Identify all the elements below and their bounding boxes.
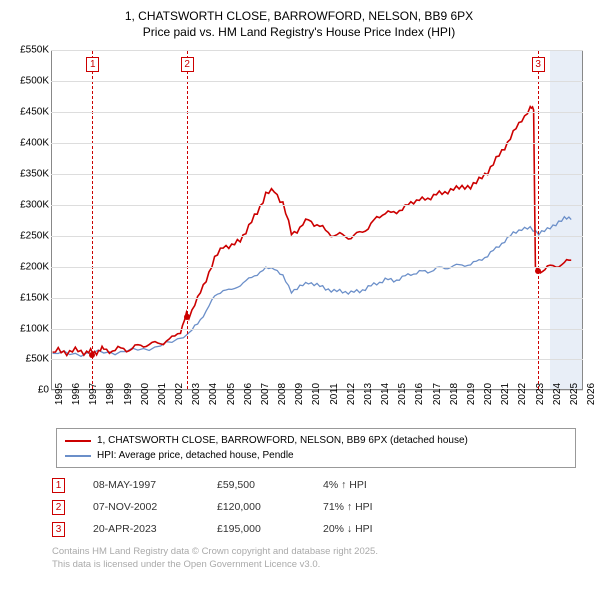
y-axis-label: £100K xyxy=(9,323,49,334)
marker-dot xyxy=(89,352,95,358)
x-axis-label: 2022 xyxy=(517,383,528,405)
event-marker: 1 xyxy=(52,478,65,493)
x-axis-label: 2002 xyxy=(174,383,185,405)
x-axis-label: 2008 xyxy=(277,383,288,405)
marker-label: 2 xyxy=(181,57,194,72)
gridline xyxy=(51,112,583,113)
y-axis-label: £200K xyxy=(9,261,49,272)
event-price: £195,000 xyxy=(217,523,295,535)
x-axis-label: 2025 xyxy=(569,383,580,405)
legend-label-hpi: HPI: Average price, detached house, Pend… xyxy=(97,448,294,463)
x-axis-label: 2005 xyxy=(226,383,237,405)
x-axis-label: 1995 xyxy=(54,383,65,405)
event-row: 3 20-APR-2023 £195,000 20% ↓ HPI xyxy=(52,518,590,540)
marker-line xyxy=(187,51,188,389)
events-table: 1 08-MAY-1997 £59,500 4% ↑ HPI 2 07-NOV-2002 £… xyxy=(52,474,590,540)
x-axis-label: 1998 xyxy=(105,383,116,405)
title-address: 1, CHATSWORTH CLOSE, BARROWFORD, NELSON,… xyxy=(8,8,590,24)
event-marker: 3 xyxy=(52,522,65,537)
legend-swatch-property xyxy=(65,440,91,442)
x-axis-label: 1997 xyxy=(88,383,99,405)
x-axis-label: 2006 xyxy=(243,383,254,405)
y-axis-label: £550K xyxy=(9,45,49,56)
legend-row-property: 1, CHATSWORTH CLOSE, BARROWFORD, NELSON,… xyxy=(65,433,567,448)
x-axis-label: 2001 xyxy=(157,383,168,405)
attribution-line1: Contains HM Land Registry data © Crown c… xyxy=(52,546,590,558)
legend-swatch-hpi xyxy=(65,455,91,457)
x-axis-label: 2009 xyxy=(294,383,305,405)
marker-line xyxy=(538,51,539,389)
y-axis-label: £300K xyxy=(9,199,49,210)
line-series xyxy=(52,51,582,389)
legend: 1, CHATSWORTH CLOSE, BARROWFORD, NELSON,… xyxy=(56,428,576,468)
legend-label-property: 1, CHATSWORTH CLOSE, BARROWFORD, NELSON,… xyxy=(97,433,468,448)
x-axis-label: 2017 xyxy=(432,383,443,405)
x-axis-label: 2024 xyxy=(552,383,563,405)
attribution-line2: This data is licensed under the Open Gov… xyxy=(52,559,590,571)
series-property xyxy=(53,107,572,356)
x-axis-label: 2026 xyxy=(586,383,597,405)
marker-dot xyxy=(184,314,190,320)
event-date: 08-MAY-1997 xyxy=(93,479,189,491)
gridline xyxy=(51,267,583,268)
attribution: Contains HM Land Registry data © Crown c… xyxy=(52,546,590,571)
legend-row-hpi: HPI: Average price, detached house, Pend… xyxy=(65,448,567,463)
x-axis-label: 2016 xyxy=(414,383,425,405)
x-axis-label: 2012 xyxy=(346,383,357,405)
y-axis-label: £150K xyxy=(9,292,49,303)
gridline xyxy=(51,205,583,206)
x-axis-label: 2010 xyxy=(311,383,322,405)
x-axis-label: 2004 xyxy=(208,383,219,405)
x-axis-label: 2014 xyxy=(380,383,391,405)
y-axis-label: £0 xyxy=(9,385,49,396)
event-row: 2 07-NOV-2002 £120,000 71% ↑ HPI xyxy=(52,496,590,518)
plot-area: 1 2 3 xyxy=(51,50,583,390)
x-axis-label: 2018 xyxy=(449,383,460,405)
event-pct: 4% ↑ HPI xyxy=(323,479,433,491)
y-axis-label: £250K xyxy=(9,230,49,241)
chart-container: 1, CHATSWORTH CLOSE, BARROWFORD, NELSON,… xyxy=(0,0,600,590)
marker-label: 1 xyxy=(86,57,99,72)
y-axis-label: £400K xyxy=(9,138,49,149)
gridline xyxy=(51,298,583,299)
marker-label: 3 xyxy=(532,57,545,72)
chart-title: 1, CHATSWORTH CLOSE, BARROWFORD, NELSON,… xyxy=(8,8,590,40)
x-axis-label: 1996 xyxy=(71,383,82,405)
event-price: £120,000 xyxy=(217,501,295,513)
event-price: £59,500 xyxy=(217,479,295,491)
gridline xyxy=(51,143,583,144)
gridline xyxy=(51,174,583,175)
x-axis-label: 2013 xyxy=(363,383,374,405)
y-axis-label: £50K xyxy=(9,354,49,365)
event-marker: 2 xyxy=(52,500,65,515)
gridline xyxy=(51,81,583,82)
event-row: 1 08-MAY-1997 £59,500 4% ↑ HPI xyxy=(52,474,590,496)
gridline xyxy=(51,236,583,237)
x-axis-label: 2011 xyxy=(329,384,340,406)
x-axis-label: 2019 xyxy=(466,383,477,405)
x-axis-label: 2023 xyxy=(535,383,546,405)
x-axis-label: 2003 xyxy=(191,383,202,405)
x-axis-label: 2015 xyxy=(397,383,408,405)
x-axis-label: 2020 xyxy=(483,383,494,405)
chart-area: 1 2 3 £0 £50K £100K £150K £200K £250K £300K £350K… xyxy=(9,44,589,424)
y-axis-label: £500K xyxy=(9,76,49,87)
event-pct: 71% ↑ HPI xyxy=(323,501,433,513)
series-hpi xyxy=(53,217,572,357)
gridline xyxy=(51,359,583,360)
x-axis-label: 2021 xyxy=(500,383,511,405)
x-axis-label: 2000 xyxy=(140,383,151,405)
marker-dot xyxy=(535,268,541,274)
event-date: 07-NOV-2002 xyxy=(93,501,189,513)
title-subtitle: Price paid vs. HM Land Registry's House … xyxy=(8,24,590,40)
gridline xyxy=(51,329,583,330)
y-axis-label: £350K xyxy=(9,169,49,180)
gridline xyxy=(51,50,583,51)
x-axis-label: 2007 xyxy=(260,383,271,405)
event-pct: 20% ↓ HPI xyxy=(323,523,433,535)
event-date: 20-APR-2023 xyxy=(93,523,189,535)
y-axis-label: £450K xyxy=(9,107,49,118)
x-axis-label: 1999 xyxy=(123,383,134,405)
marker-line xyxy=(92,51,93,389)
